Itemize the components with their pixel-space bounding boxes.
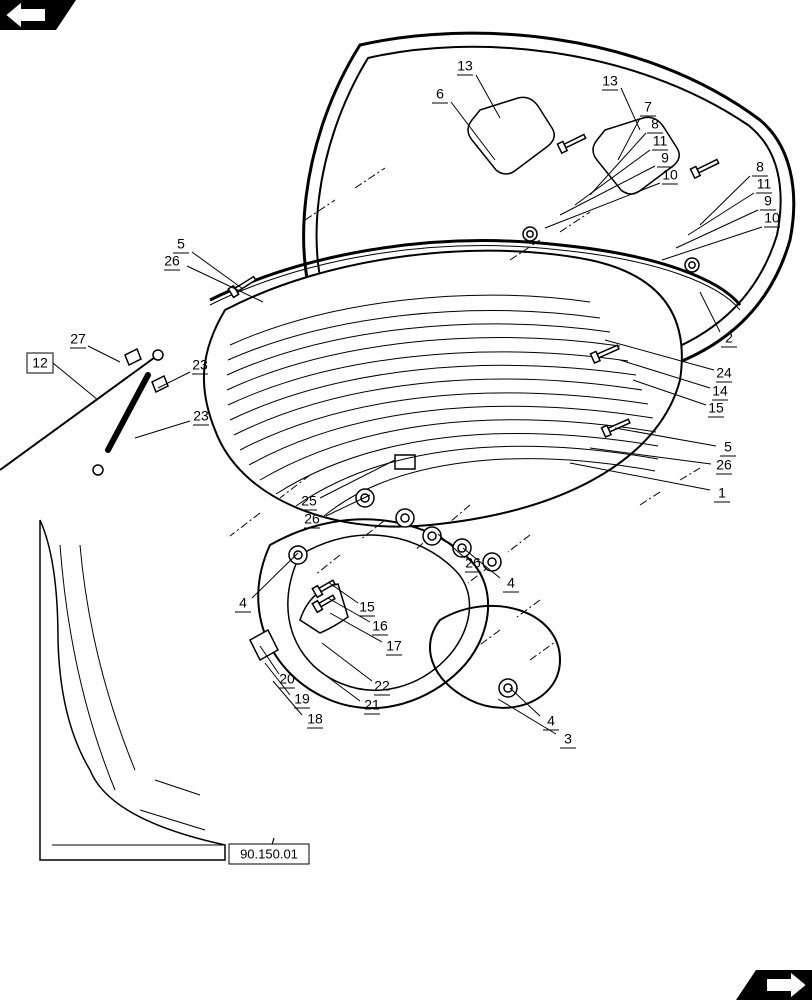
svg-text:4: 4 <box>239 595 247 611</box>
svg-text:1: 1 <box>718 485 726 501</box>
svg-text:19: 19 <box>294 691 310 707</box>
svg-text:2: 2 <box>725 330 733 346</box>
svg-text:9: 9 <box>764 193 772 209</box>
svg-text:3: 3 <box>564 731 572 747</box>
nav-tab-prev[interactable] <box>0 0 76 30</box>
svg-text:15: 15 <box>359 599 375 615</box>
svg-text:7: 7 <box>644 99 652 115</box>
svg-text:4: 4 <box>507 575 515 591</box>
svg-text:8: 8 <box>651 116 659 132</box>
clip-a <box>125 349 141 365</box>
loop-handle <box>430 606 560 708</box>
svg-text:15: 15 <box>708 400 724 416</box>
drawing-layer <box>0 33 794 860</box>
svg-text:26: 26 <box>164 253 180 269</box>
svg-text:6: 6 <box>436 86 444 102</box>
svg-text:5: 5 <box>724 439 732 455</box>
svg-text:14: 14 <box>712 383 728 399</box>
svg-text:18: 18 <box>307 711 323 727</box>
svg-text:90.150.01: 90.150.01 <box>240 846 298 861</box>
svg-text:21: 21 <box>364 697 380 713</box>
svg-text:23: 23 <box>192 357 208 373</box>
svg-text:20: 20 <box>279 671 295 687</box>
svg-text:9: 9 <box>661 150 669 166</box>
reference-box: 90.150.01 <box>229 844 309 864</box>
svg-text:8: 8 <box>756 159 764 175</box>
svg-text:22: 22 <box>374 678 390 694</box>
exploded-diagram: 1361378119108119102526272323252624141552… <box>0 0 812 1000</box>
nav-tab-next[interactable] <box>736 970 812 1000</box>
cab-corner <box>40 520 225 860</box>
svg-text:11: 11 <box>653 133 668 149</box>
svg-text:13: 13 <box>602 73 618 89</box>
svg-text:10: 10 <box>662 167 678 183</box>
small-latch <box>250 630 278 660</box>
svg-text:5: 5 <box>177 236 185 252</box>
gas-spring-rod <box>0 355 158 470</box>
svg-text:26: 26 <box>465 555 481 571</box>
cab-door-lines <box>52 545 225 845</box>
svg-text:26: 26 <box>716 457 732 473</box>
boxed-callout-12: 12 <box>27 353 98 400</box>
hinge-left <box>468 97 554 174</box>
svg-text:26: 26 <box>304 511 320 527</box>
svg-text:10: 10 <box>764 210 780 226</box>
svg-text:25: 25 <box>301 493 317 509</box>
svg-text:27: 27 <box>70 331 86 347</box>
svg-text:11: 11 <box>757 176 772 192</box>
svg-text:12: 12 <box>32 355 48 371</box>
svg-text:24: 24 <box>716 365 732 381</box>
svg-text:4: 4 <box>547 713 555 729</box>
svg-text:23: 23 <box>193 408 209 424</box>
svg-text:17: 17 <box>386 638 402 654</box>
svg-text:13: 13 <box>457 58 473 74</box>
svg-text:16: 16 <box>372 618 388 634</box>
panel-outline <box>204 251 682 527</box>
